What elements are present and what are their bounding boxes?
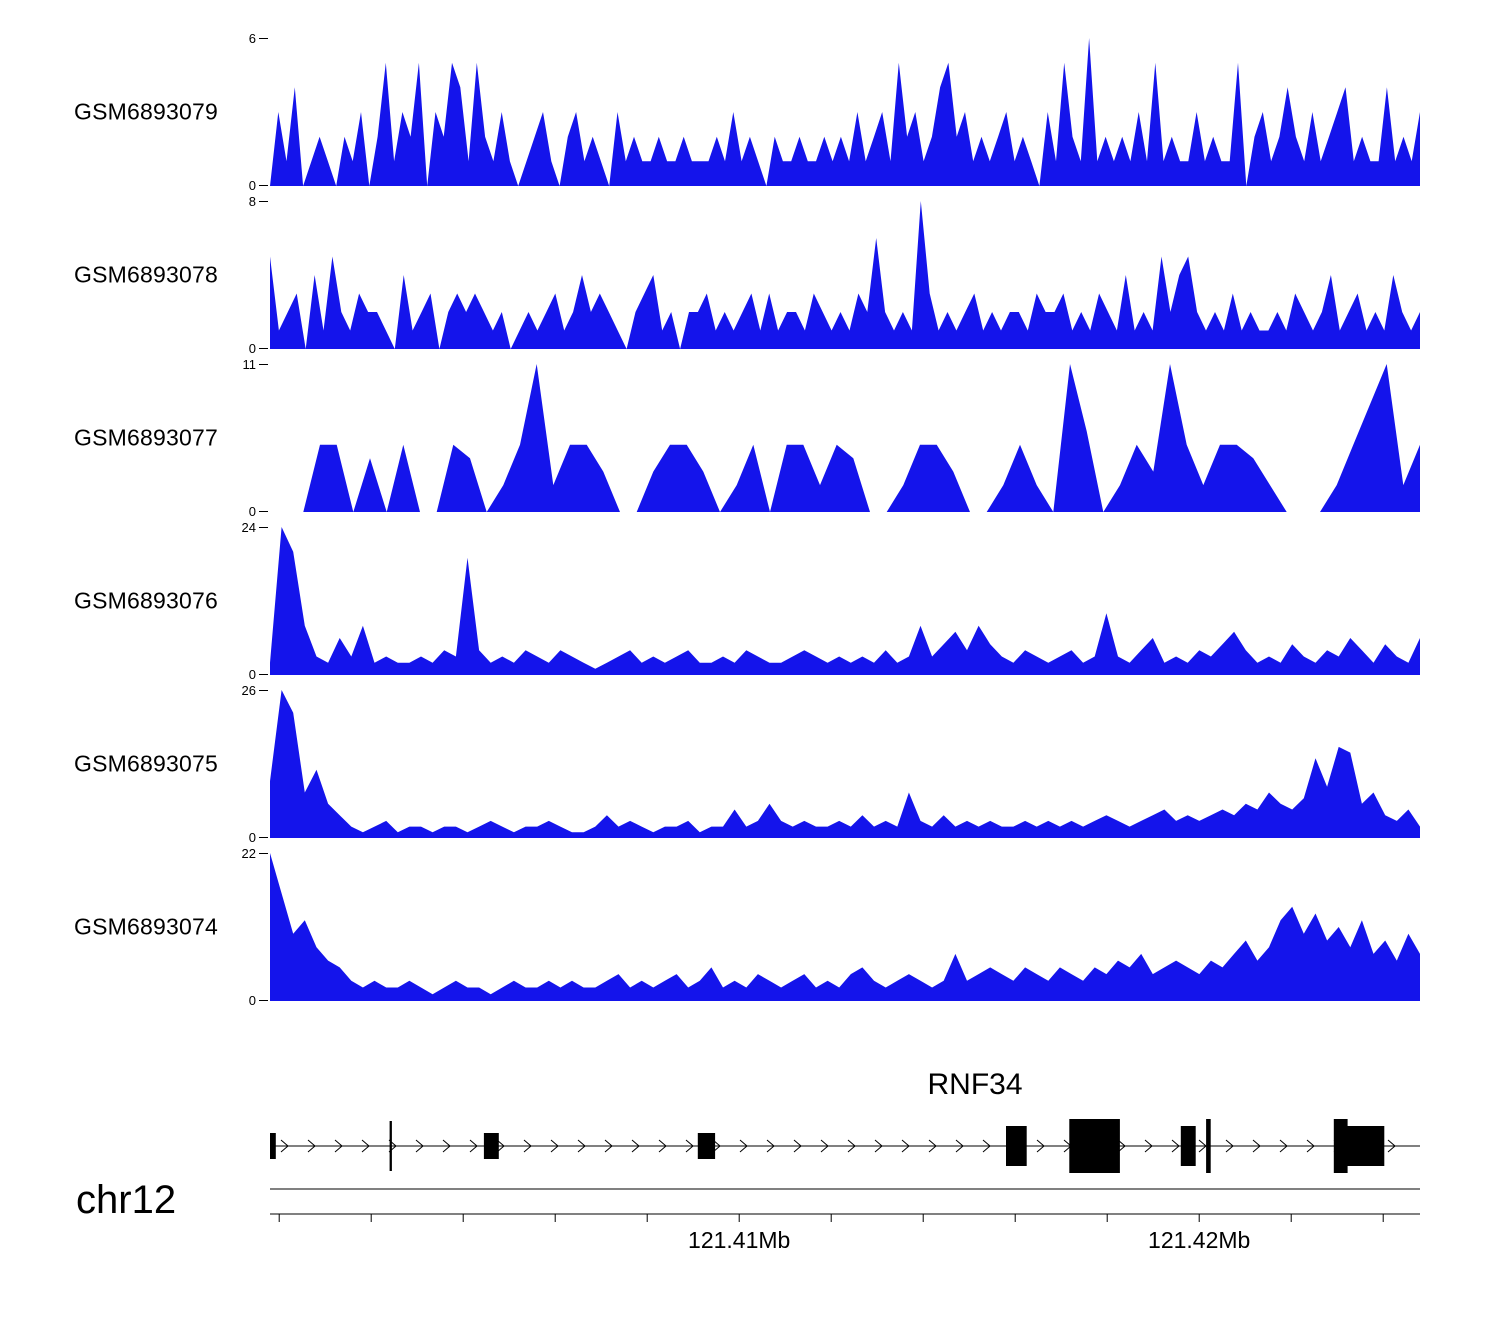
genome-axis-section: 121.41Mb 121.42Mb — [270, 1186, 1420, 1271]
coverage-area — [270, 364, 1420, 512]
exon-box — [1347, 1126, 1385, 1166]
y-axis-zero-label: 0 — [248, 993, 256, 1008]
axis-major-label: 121.41Mb — [688, 1227, 790, 1253]
track-label-area: GSM6893076 24 0 — [0, 520, 270, 682]
exon-box — [483, 1133, 499, 1159]
y-axis-max-label: 22 — [241, 846, 256, 861]
coverage-plot — [270, 690, 1420, 838]
sample-label: GSM6893076 — [74, 587, 218, 614]
y-axis-zero-label: 0 — [248, 667, 256, 682]
chromosome-label: chr12 — [76, 1178, 177, 1222]
coverage-track-row: GSM6893077 11 0 — [0, 357, 1420, 519]
track-label-area: GSM6893074 22 0 — [0, 846, 270, 1008]
coverage-area — [270, 527, 1420, 675]
coverage-track-row: GSM6893074 22 0 — [0, 846, 1420, 1008]
y-axis-bottom-tick — [259, 511, 268, 512]
y-axis-zero-label: 0 — [248, 178, 256, 193]
sample-label: GSM6893077 — [74, 424, 218, 451]
exon-box — [1069, 1119, 1120, 1173]
coverage-track-row: GSM6893079 6 0 — [0, 31, 1420, 193]
coverage-area — [270, 38, 1420, 186]
y-axis-max-label: 11 — [242, 357, 257, 372]
sample-label: GSM6893075 — [74, 750, 218, 777]
y-axis-top-tick — [259, 364, 268, 365]
y-axis-bottom-tick — [259, 1000, 268, 1001]
y-axis-top-tick — [259, 38, 268, 39]
genome-axis: 121.41Mb 121.42Mb — [270, 1188, 1420, 1253]
coverage-area — [270, 690, 1420, 838]
coverage-area — [270, 853, 1420, 1001]
y-axis-top-tick — [259, 201, 268, 202]
gene-model — [270, 1119, 1420, 1173]
y-axis-bottom-tick — [259, 185, 268, 186]
y-axis-max-label: 26 — [241, 683, 256, 698]
y-axis-max-label: 6 — [248, 31, 256, 46]
gene-track: RNF34 — [270, 1068, 1420, 1188]
coverage-track-row: GSM6893075 26 0 — [0, 683, 1420, 845]
coverage-plot — [270, 853, 1420, 1001]
coverage-plot — [270, 38, 1420, 186]
y-axis-zero-label: 0 — [248, 341, 256, 356]
exon-box — [697, 1133, 716, 1159]
y-axis-top-tick — [259, 690, 268, 691]
exon-box — [270, 1133, 276, 1159]
track-label-area: GSM6893077 11 0 — [0, 357, 270, 519]
track-label-area: GSM6893079 6 0 — [0, 31, 270, 193]
coverage-track-row: GSM6893078 8 0 — [0, 194, 1420, 356]
coverage-track-row: GSM6893076 24 0 — [0, 520, 1420, 682]
exon-box — [1333, 1119, 1348, 1173]
gene-name-label: RNF34 — [927, 1068, 1023, 1101]
coverage-plot — [270, 201, 1420, 349]
sample-label: GSM6893074 — [74, 913, 218, 940]
y-axis-max-label: 24 — [241, 520, 256, 535]
track-label-area: GSM6893075 26 0 — [0, 683, 270, 845]
sample-label: GSM6893079 — [74, 98, 218, 125]
coverage-tracks: GSM6893079 6 0 GSM6893078 8 0 — [0, 31, 1420, 1016]
coverage-plot — [270, 364, 1420, 512]
exon-box — [389, 1121, 392, 1171]
coverage-plot — [270, 527, 1420, 675]
y-axis-bottom-tick — [259, 837, 268, 838]
axis-major-label: 121.42Mb — [1148, 1227, 1250, 1253]
y-axis-zero-label: 0 — [248, 504, 256, 519]
exon-box — [1180, 1126, 1196, 1166]
track-label-area: GSM6893078 8 0 — [0, 194, 270, 356]
sample-label: GSM6893078 — [74, 261, 218, 288]
y-axis-top-tick — [259, 527, 268, 528]
y-axis-top-tick — [259, 853, 268, 854]
y-axis-bottom-tick — [259, 674, 268, 675]
y-axis-max-label: 8 — [248, 194, 256, 209]
y-axis-bottom-tick — [259, 348, 268, 349]
y-axis-zero-label: 0 — [248, 830, 256, 845]
exon-box — [1206, 1119, 1211, 1173]
coverage-area — [270, 201, 1420, 349]
exon-box — [1006, 1126, 1027, 1166]
